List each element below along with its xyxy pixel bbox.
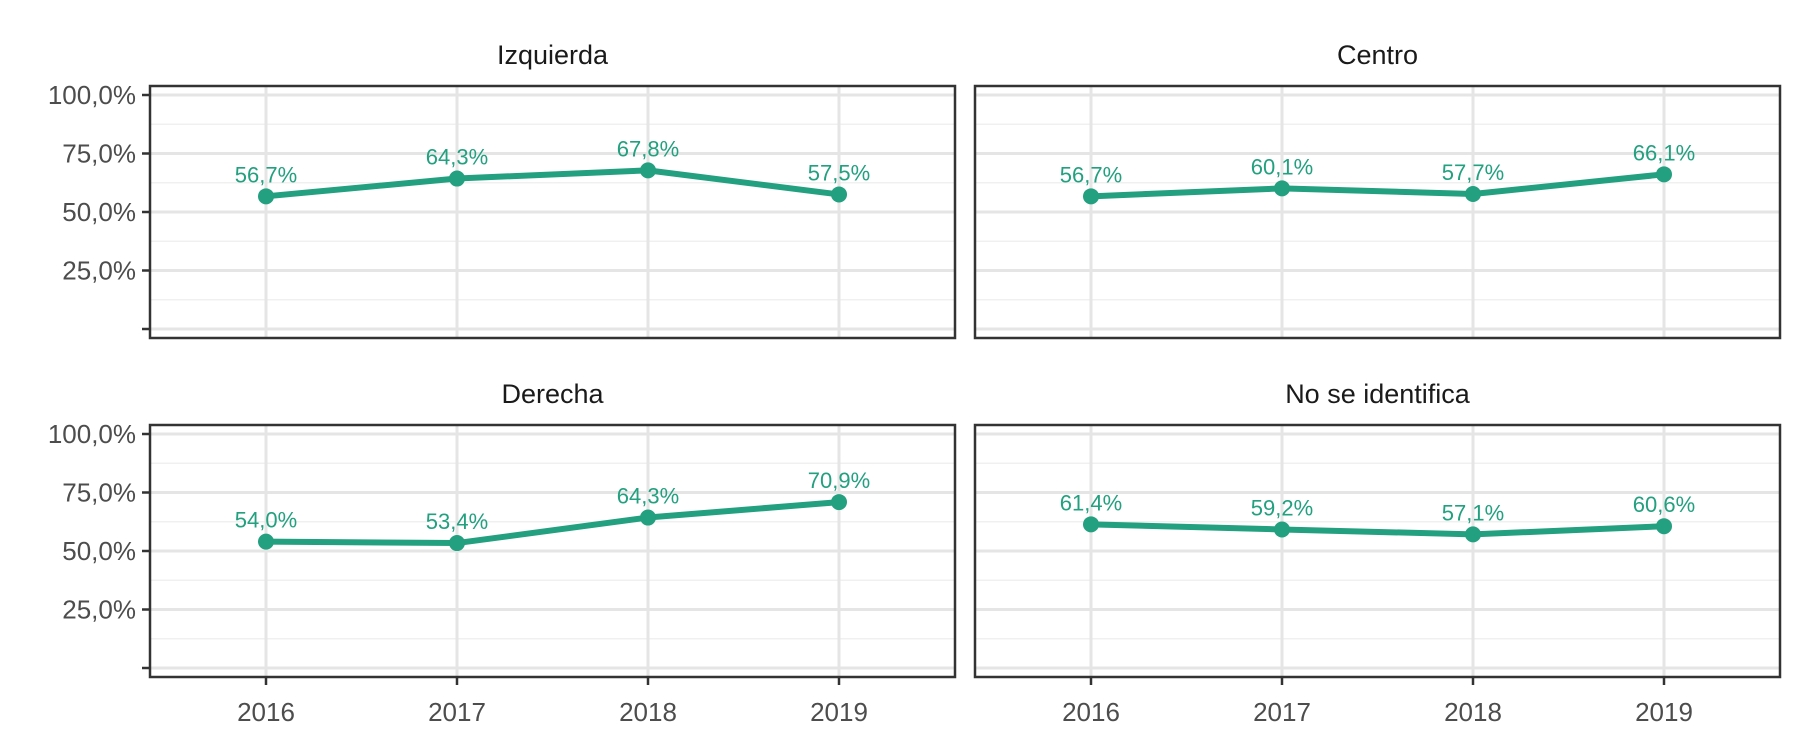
panel-2: Centro 56,7% 60,1% 57,7% 66,1% [973, 40, 1782, 340]
series-line [265, 167, 840, 200]
x-tick-label: 2016 [1062, 697, 1120, 727]
data-point [1656, 166, 1672, 183]
y-tick-label: 50,0% [62, 536, 136, 566]
x-tick-label: 2017 [1253, 697, 1311, 727]
data-label: 57,1% [1442, 500, 1504, 525]
data-label: 57,5% [808, 160, 870, 185]
data-label: 67,8% [617, 136, 679, 161]
data-point [1274, 521, 1290, 538]
data-label: 57,7% [1442, 160, 1504, 185]
data-label: 56,7% [235, 162, 297, 187]
y-tick-label: 25,0% [62, 256, 136, 286]
panel-title: Izquierda [497, 40, 609, 70]
data-label: 66,1% [1633, 140, 1695, 165]
panel-title: Centro [1337, 40, 1418, 70]
data-point [1465, 526, 1481, 543]
data-point [831, 494, 847, 511]
data-label: 53,4% [426, 509, 488, 534]
x-tick-label: 2019 [1635, 697, 1693, 727]
series-line [1090, 171, 1665, 200]
data-point [449, 170, 465, 187]
data-label: 54,0% [235, 508, 297, 533]
y-tick-label: 75,0% [62, 478, 136, 508]
data-point [1465, 185, 1481, 202]
x-tick-label: 2016 [237, 697, 295, 727]
data-point [258, 188, 274, 205]
panel-title: No se identifica [1285, 379, 1471, 409]
y-tick-label: 50,0% [62, 197, 136, 227]
panel-1: Izquierda 25,0% 50,0% 75,0% 100,0% 56,7% 64,3%… [48, 40, 957, 340]
series-line [265, 499, 840, 547]
y-tick-label: 100,0% [48, 80, 136, 110]
data-label: 59,2% [1251, 495, 1313, 520]
y-tick-label: 25,0% [62, 595, 136, 625]
data-label: 60,1% [1251, 154, 1313, 179]
data-label: 56,7% [1060, 162, 1122, 187]
data-label: 61,4% [1060, 490, 1122, 515]
panel-border [973, 84, 1782, 340]
series-line [1090, 521, 1665, 538]
y-tick-label: 100,0% [48, 419, 136, 449]
data-point [1083, 188, 1099, 205]
data-label: 70,9% [808, 468, 870, 493]
data-point [640, 509, 656, 526]
data-point [449, 535, 465, 552]
x-tick-label: 2018 [1444, 697, 1502, 727]
data-point [258, 533, 274, 550]
data-point [1656, 518, 1672, 535]
x-tick-label: 2019 [810, 697, 868, 727]
data-point [1083, 516, 1099, 533]
x-tick-label: 2018 [619, 697, 677, 727]
data-point [640, 162, 656, 179]
data-label: 64,3% [426, 145, 488, 170]
data-label: 60,6% [1633, 492, 1695, 517]
panel-border [973, 423, 1782, 679]
panel-4: No se identifica 2016 2017 2018 2019 61,4% 59,… [973, 379, 1782, 727]
data-point [1274, 180, 1290, 197]
data-label: 64,3% [617, 484, 679, 509]
panel-3: Derecha 25,0% 50,0% 75,0% 100,0% 2016 2017 2018… [48, 379, 957, 727]
data-point [831, 186, 847, 203]
x-tick-label: 2017 [428, 697, 486, 727]
panel-title: Derecha [501, 379, 604, 409]
y-tick-label: 75,0% [62, 139, 136, 169]
